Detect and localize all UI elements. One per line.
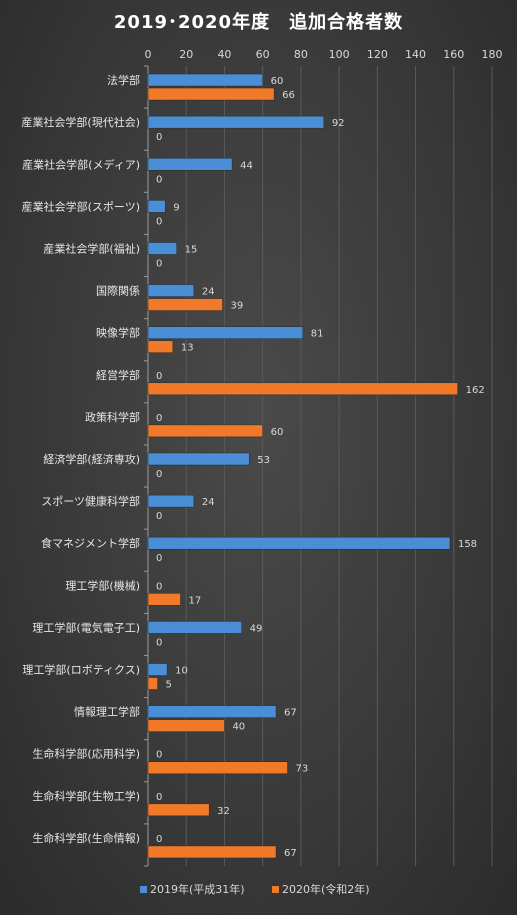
data-label: 66: [282, 90, 295, 101]
data-label: 0: [156, 834, 162, 845]
category-label: 政策科学部: [85, 410, 140, 424]
bar-2019: [147, 242, 177, 255]
category-label: 法学部: [107, 73, 140, 87]
data-label: 0: [156, 581, 162, 592]
data-label: 44: [240, 160, 253, 171]
x-tick-label: 100: [329, 48, 350, 61]
bar-2019: [147, 73, 263, 87]
category-label: 食マネジメント学部: [41, 536, 140, 550]
bar-2019: [147, 115, 325, 129]
x-tick-label: 60: [256, 48, 270, 61]
category-label: 産業社会学部(福祉): [43, 241, 140, 255]
x-tick-label: 140: [405, 48, 426, 61]
category-label: 経済学部(経済専攻): [43, 452, 140, 466]
data-label: 0: [156, 469, 162, 480]
data-label: 53: [257, 455, 270, 466]
x-tick-label: 80: [294, 48, 308, 61]
bar-2019: [147, 200, 166, 213]
data-label: 24: [202, 497, 215, 508]
x-tick-label: 40: [217, 48, 231, 61]
x-tick-label: 180: [482, 48, 503, 61]
data-label: 92: [332, 118, 345, 129]
data-label: 0: [156, 371, 162, 382]
bar-2019: [147, 158, 233, 171]
category-label: 経営学部: [96, 368, 140, 382]
data-label: 10: [175, 666, 188, 677]
x-tick-label: 20: [179, 48, 193, 61]
bar-2020: [147, 340, 174, 353]
data-label: 9: [173, 202, 179, 213]
category-label: スポーツ健康科学部: [41, 494, 140, 508]
bar-2019: [147, 494, 195, 508]
bar-2019: [147, 663, 168, 676]
category-label: 生命科学部(応用科学): [32, 747, 140, 761]
category-label: 理工学部(ロボティクス): [22, 663, 140, 677]
bar-2020: [147, 593, 181, 606]
category-label: 生命科学部(生命情報): [32, 831, 140, 845]
data-label: 67: [284, 848, 297, 859]
bar-2020: [147, 298, 223, 311]
data-label: 0: [156, 258, 162, 269]
category-label: 情報理工学部: [74, 705, 140, 719]
x-tick-label: 120: [367, 48, 388, 61]
data-label: 17: [188, 595, 201, 606]
x-tick-label: 0: [145, 48, 152, 61]
data-label: 60: [271, 427, 284, 438]
legend-swatch: [272, 886, 279, 893]
data-label: 0: [156, 174, 162, 185]
legend-swatch: [140, 886, 147, 893]
data-label: 0: [156, 637, 162, 648]
data-label: 60: [271, 76, 284, 87]
bar-2020: [147, 719, 225, 732]
data-label: 162: [466, 385, 485, 396]
data-label: 32: [217, 806, 230, 817]
category-label: 産業社会学部(現代社会): [21, 115, 140, 129]
data-label: 24: [202, 287, 215, 298]
data-label: 5: [166, 680, 172, 691]
data-label: 0: [156, 132, 162, 143]
data-label: 73: [296, 764, 309, 775]
data-label: 0: [156, 511, 162, 522]
bar-2020: [147, 761, 288, 774]
data-label: 13: [181, 343, 194, 354]
category-label: 映像学部: [96, 326, 140, 340]
bar-2019: [147, 326, 304, 339]
category-label: 理工学部(電気電子工): [32, 620, 140, 634]
data-label: 0: [156, 553, 162, 564]
bar-2019: [147, 536, 451, 550]
data-label: 39: [231, 301, 244, 312]
data-label: 67: [284, 708, 297, 719]
bar-2020: [147, 87, 275, 101]
category-label: 生命科学部(生物工学): [32, 789, 140, 803]
bar-2019: [147, 705, 277, 718]
data-label: 0: [156, 216, 162, 227]
category-label: 産業社会学部(メディア): [22, 157, 140, 171]
bar-2020: [147, 845, 277, 859]
category-label: 理工学部(機械): [65, 578, 140, 592]
data-label: 0: [156, 750, 162, 761]
category-label: 産業社会学部(スポーツ): [22, 199, 140, 213]
bar-2019: [147, 452, 250, 466]
data-label: 40: [232, 722, 245, 733]
data-label: 0: [156, 792, 162, 803]
legend-label: 2019年(平成31年): [150, 882, 245, 896]
x-tick-label: 160: [443, 48, 464, 61]
bar-2019: [147, 621, 242, 634]
bar-2019: [147, 284, 195, 297]
bar-2020: [147, 382, 458, 396]
bar-2020: [147, 803, 210, 817]
legend-label: 2020年(令和2年): [282, 882, 370, 896]
data-label: 0: [156, 413, 162, 424]
data-label: 49: [250, 623, 263, 634]
data-label: 81: [311, 329, 324, 340]
bar-2020: [147, 424, 263, 438]
category-label: 国際関係: [96, 285, 140, 298]
data-label: 158: [458, 539, 477, 550]
data-label: 15: [185, 244, 198, 255]
chart-title: 2019･2020年度 追加合格者数: [113, 12, 404, 33]
bar-2020: [147, 677, 158, 690]
